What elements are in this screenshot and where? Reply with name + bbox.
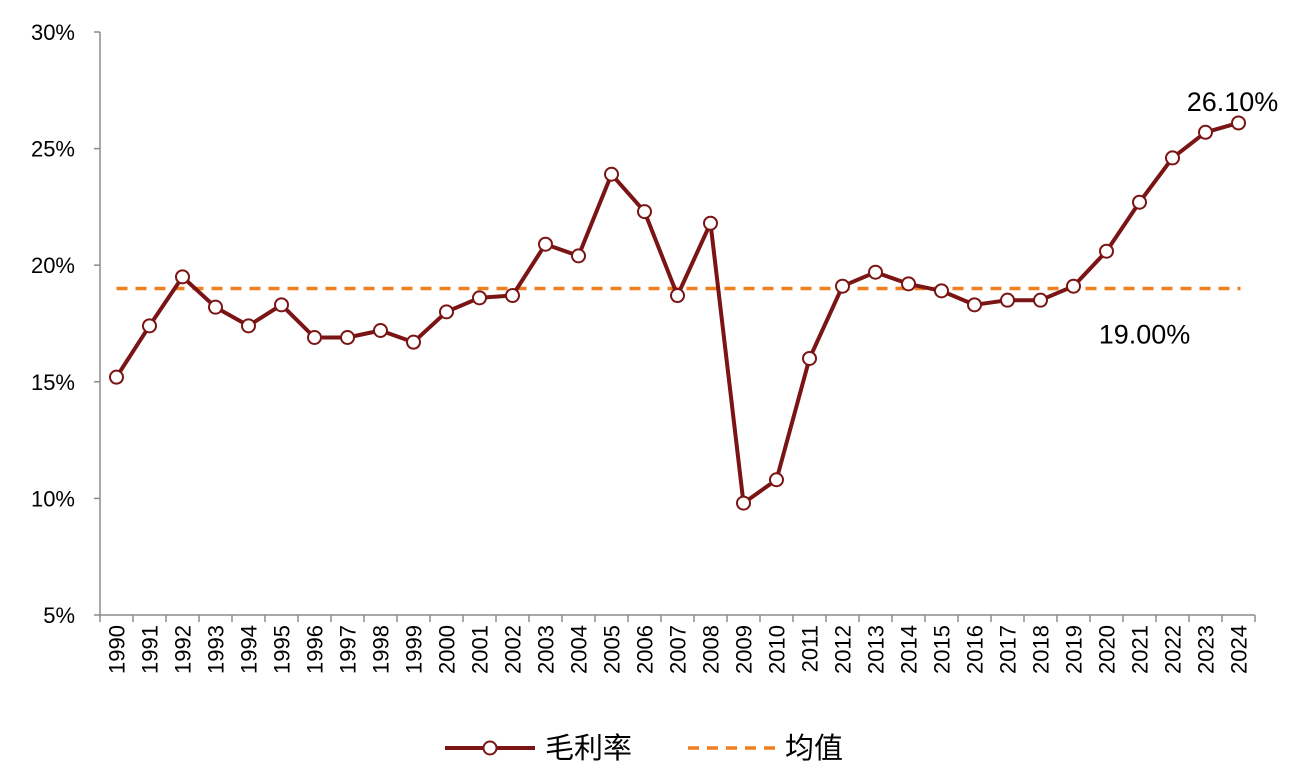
x-tick-label: 1994 <box>237 625 262 674</box>
x-tick-label: 1993 <box>204 625 229 674</box>
data-point <box>1165 150 1180 166</box>
x-tick-label: 2023 <box>1194 625 1219 674</box>
x-tick-label: 2008 <box>699 625 724 674</box>
x-tick-label: 2014 <box>897 625 922 674</box>
x-tick-label: 1995 <box>270 625 295 674</box>
data-point <box>142 318 157 334</box>
x-tick-label: 2021 <box>1128 625 1153 674</box>
y-tick-label: 10% <box>31 486 75 511</box>
x-tick-label: 1998 <box>369 625 394 674</box>
x-tick-label: 2006 <box>633 625 658 674</box>
data-point <box>868 264 883 280</box>
data-point <box>505 288 520 304</box>
legend-label: 毛利率 <box>545 731 632 765</box>
legend-swatch-marker <box>482 740 498 756</box>
x-tick-label: 1990 <box>105 625 130 674</box>
legend: 毛利率 均值 <box>445 731 843 765</box>
x-tick-label: 1991 <box>138 625 163 674</box>
data-point <box>637 204 652 220</box>
data-point <box>1066 278 1081 294</box>
x-tick-label: 2024 <box>1227 625 1252 674</box>
data-point <box>439 304 454 320</box>
data-point <box>703 215 718 231</box>
x-tick-label: 2010 <box>765 625 790 674</box>
data-point <box>406 334 421 350</box>
x-tick-label: 1996 <box>303 625 328 674</box>
y-tick-label: 25% <box>31 137 75 162</box>
data-label-last: 26.10% <box>1187 87 1279 117</box>
data-point <box>274 297 289 313</box>
annotation-layer: 26.10% 19.00% <box>1099 87 1279 350</box>
data-point <box>307 329 322 345</box>
data-point <box>835 278 850 294</box>
data-point <box>769 472 784 488</box>
series-layer <box>109 115 1246 511</box>
y-tick-label: 5% <box>43 603 75 628</box>
data-point <box>109 369 124 385</box>
y-tick-label: 30% <box>31 20 75 45</box>
data-point <box>472 290 487 306</box>
x-tick-label: 2000 <box>435 625 460 674</box>
y-tick-label: 20% <box>31 253 75 278</box>
data-point <box>604 166 619 182</box>
data-point <box>901 276 916 292</box>
data-point <box>208 299 223 315</box>
data-point <box>538 236 553 252</box>
x-tick-label: 2003 <box>534 625 559 674</box>
x-tick-label: 2015 <box>930 625 955 674</box>
x-tick-label: 2017 <box>996 625 1021 674</box>
data-point <box>736 495 751 511</box>
legend-label: 均值 <box>785 731 843 765</box>
x-tick-label: 2016 <box>963 625 988 674</box>
x-tick-label: 2009 <box>732 625 757 674</box>
data-point <box>802 350 817 366</box>
data-point <box>1132 194 1147 210</box>
data-point <box>340 329 355 345</box>
data-point <box>1231 115 1246 131</box>
data-point <box>241 318 256 334</box>
series-line <box>114 120 1240 506</box>
x-tick-label: 2022 <box>1161 625 1186 674</box>
data-point <box>1198 124 1213 140</box>
average-value-label: 19.00% <box>1099 320 1191 350</box>
data-point <box>175 269 190 285</box>
data-point <box>373 322 388 338</box>
x-tick-label: 2018 <box>1029 625 1054 674</box>
x-tick-label: 2002 <box>501 625 526 674</box>
x-tick-label: 2019 <box>1062 625 1087 674</box>
axes: 5% 10% 15% 20% 25% 30% 1990 1991 1992 1993 1994 199… <box>31 20 1256 674</box>
x-tick-label: 2013 <box>864 625 889 674</box>
x-tick-label: 2001 <box>468 625 493 674</box>
x-tick-label: 2005 <box>600 625 625 674</box>
data-point <box>967 297 982 313</box>
x-tick-label: 2020 <box>1095 625 1120 674</box>
x-tick-label: 1999 <box>402 625 427 674</box>
x-tick-label: 2011 <box>798 625 823 672</box>
y-tick-label: 15% <box>31 370 75 395</box>
x-tick-label: 1997 <box>336 625 361 674</box>
x-tick-label: 2012 <box>831 625 856 674</box>
data-point <box>571 248 586 264</box>
x-tick-label: 2004 <box>567 625 592 674</box>
x-tick-label: 1992 <box>171 625 196 674</box>
data-point <box>1033 292 1048 308</box>
data-point <box>1000 292 1015 308</box>
data-point <box>670 288 685 304</box>
data-point <box>934 283 949 299</box>
x-tick-label: 2007 <box>666 625 691 674</box>
data-point <box>1099 243 1114 259</box>
